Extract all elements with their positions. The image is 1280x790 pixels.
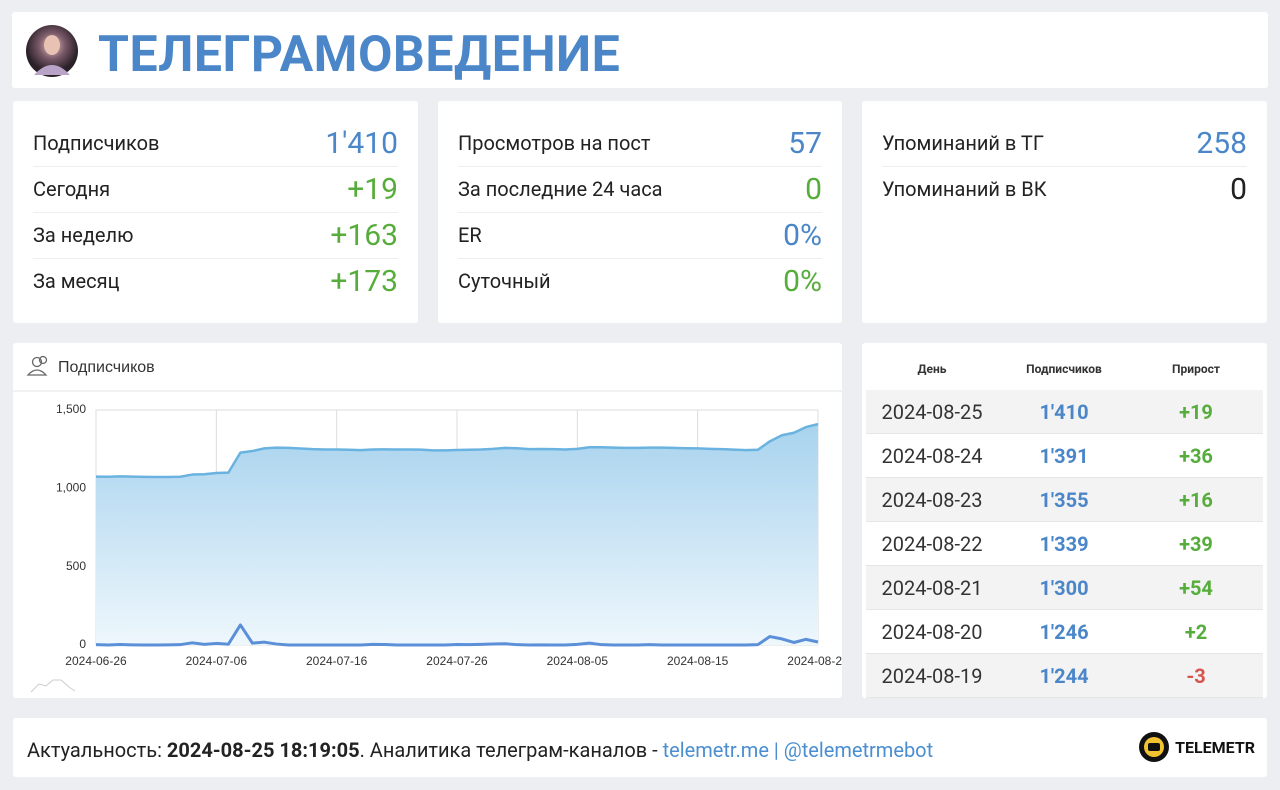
table-cell: +19: [1179, 399, 1213, 424]
link[interactable]: @telemetrmebot: [783, 738, 934, 762]
stat-value: 57: [788, 125, 822, 161]
chart: Подписчиков 0 500 1,000 1,500 2024-06-26 2024…: [13, 355, 849, 693]
stat-value: 0%: [783, 263, 822, 299]
table-cell: 2024-08-21: [881, 575, 983, 600]
table-row: 2024-08-21 1'300 +54: [866, 566, 1263, 610]
stat-label: За неделю: [33, 223, 134, 247]
table-row: 2024-08-23 1'355 +16: [866, 478, 1263, 522]
x-tick-label: 2024-07-26: [426, 654, 488, 668]
header-cell: Подписчиков: [1026, 361, 1102, 376]
table-row: 2024-08-25 1'410 +19: [866, 390, 1263, 434]
header-cell: День: [917, 361, 947, 376]
y-tick-label: 1,000: [56, 481, 86, 495]
y-tick-label: 500: [66, 559, 86, 573]
table-cell: 2024-08-22: [881, 531, 983, 556]
table-cell: 1'391: [1039, 443, 1089, 468]
chart-card: Подписчиков 0 500 1,000 1,500 2024-06-26 2024…: [13, 343, 849, 698]
line: [95, 623, 819, 647]
logo-icon: [1139, 732, 1170, 762]
stat-value: 258: [1196, 125, 1247, 161]
x-tick-label: 2024-08-15: [667, 654, 729, 668]
table-cell: 2024-08-23: [881, 487, 983, 512]
stats-card: Подписчиков 1'410 Сегодня +19 За неделю +16…: [13, 101, 418, 323]
stat-label: За последние 24 часа: [458, 177, 663, 201]
header: ТЕЛЕГРАМОВЕДЕНИЕ: [12, 12, 1268, 88]
y-tick-label: 1,500: [56, 402, 86, 416]
table-row: 2024-08-22 1'339 +39: [866, 522, 1263, 566]
logo-text: TELEMETR: [1175, 737, 1255, 757]
line: [95, 422, 819, 479]
table-cell: -3: [1186, 663, 1206, 688]
table-header: День Подписчиков Прирост: [866, 347, 1263, 390]
table-cell: 2024-08-20: [881, 619, 983, 644]
x-tick-label: 2024-07-06: [186, 654, 248, 668]
navigator: [30, 679, 76, 693]
avatar: [26, 25, 78, 77]
table-card: День Подписчиков Прирост 2024-08-25 1'410 +19…: [862, 343, 1267, 698]
chart-title: Подписчиков: [58, 359, 155, 376]
table-cell: +39: [1179, 531, 1213, 556]
table-cell: 2024-08-19: [881, 663, 983, 688]
link[interactable]: telemetr.me: [662, 738, 769, 762]
table-cell: 1'355: [1039, 487, 1089, 512]
table-cell: 1'339: [1039, 531, 1089, 556]
stat-value: +163: [330, 217, 398, 253]
table-cell: +54: [1179, 575, 1213, 600]
table-cell: +16: [1179, 487, 1213, 512]
stat-label: Упоминаний в ВК: [882, 177, 1047, 201]
stat-value: 0%: [783, 217, 822, 253]
stat-value: +19: [347, 171, 398, 207]
table-row: 2024-08-24 1'391 +36: [866, 434, 1263, 478]
table-cell: 2024-08-24: [881, 443, 983, 468]
x-tick-label: 2024-06-26: [65, 654, 127, 668]
channel-title: ТЕЛЕГРАМОВЕДЕНИЕ: [98, 26, 621, 84]
table-row: 2024-08-20 1'246 +2: [866, 610, 1263, 654]
chart-icon: [26, 355, 48, 376]
y-tick-label: 0: [79, 637, 86, 651]
stats-card: Упоминаний в ТГ 258 Упоминаний в ВК 0: [862, 101, 1267, 323]
stat-label: Просмотров на пост: [458, 131, 651, 155]
stat-label: За месяц: [33, 269, 120, 293]
table-cell: 2024-08-25: [881, 399, 983, 424]
header-cell: Прирост: [1172, 361, 1220, 376]
table-row: 2024-08-19 1'244 -3: [866, 654, 1263, 698]
table-cell: 1'410: [1039, 399, 1089, 424]
table-cell: +2: [1184, 619, 1208, 644]
stat-value: 0: [805, 171, 822, 207]
x-tick-label: 2024-07-16: [306, 654, 368, 668]
stat-label: Упоминаний в ТГ: [882, 131, 1044, 155]
separator: |: [773, 738, 779, 762]
table-cell: 1'244: [1039, 663, 1089, 688]
x-tick-label: 2024-08-05: [547, 654, 609, 668]
stat-label: Подписчиков: [33, 131, 160, 155]
stats-card: Просмотров на пост 57 За последние 24 час…: [438, 101, 842, 323]
stat-label: Сегодня: [33, 177, 111, 201]
footer-label: Актуальность:: [27, 738, 162, 762]
table-cell: 1'246: [1039, 619, 1089, 644]
area: [96, 424, 818, 645]
table-cell: 1'300: [1039, 575, 1089, 600]
stat-label: Суточный: [458, 269, 551, 293]
table-cell: +36: [1179, 443, 1213, 468]
stat-value: 0: [1230, 171, 1247, 207]
timestamp: 2024-08-25 18:19:05: [166, 738, 360, 762]
footer: Актуальность: 2024-08-25 18:19:05. Анали…: [13, 718, 1267, 777]
stat-value: +173: [330, 263, 398, 299]
footer-desc: . Аналитика телеграм-каналов -: [359, 738, 658, 762]
table: День Подписчиков Прирост 2024-08-25 1'410 +19…: [866, 347, 1263, 698]
stat-value: 1'410: [325, 125, 398, 161]
x-tick-label: 2024-08-25: [787, 654, 842, 668]
stat-label: ER: [458, 223, 482, 247]
footer-text: Актуальность: 2024-08-25 18:19:05. Анали…: [27, 738, 933, 762]
logo: TELEMETR: [1138, 731, 1255, 763]
